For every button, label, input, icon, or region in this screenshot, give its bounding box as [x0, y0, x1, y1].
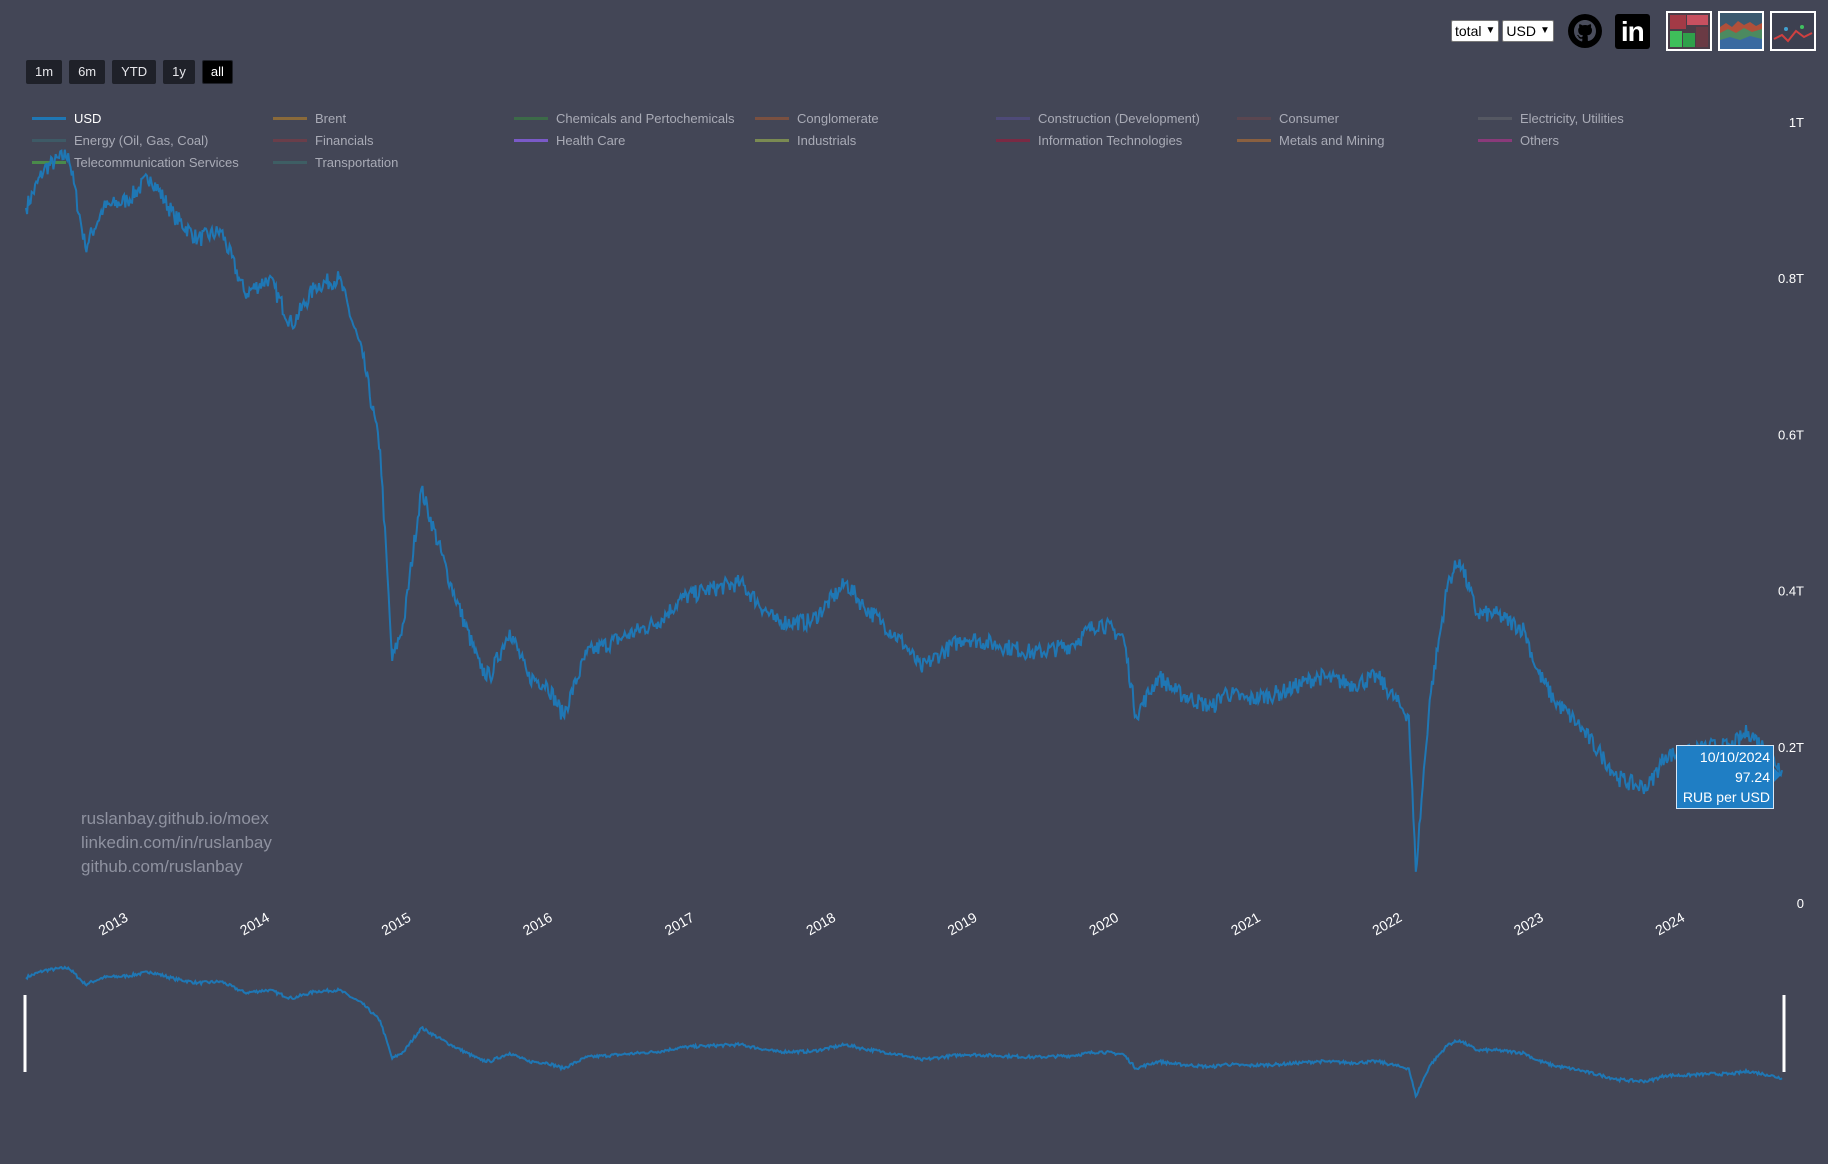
top-controls: total ▼ USD ▼ in: [1451, 11, 1816, 51]
range-button-1y[interactable]: 1y: [163, 60, 195, 84]
range-button-all[interactable]: all: [201, 60, 233, 84]
legend-item[interactable]: Brent: [273, 108, 346, 128]
legend-label: Electricity, Utilities: [1520, 110, 1624, 126]
legend-item[interactable]: Health Care: [514, 130, 625, 150]
y-tick-label: 0.2T: [1778, 740, 1804, 755]
chevron-down-icon: ▼: [1485, 25, 1496, 36]
tooltip-arrow: [1774, 768, 1781, 782]
legend-swatch: [273, 160, 307, 164]
legend-label: Industrials: [797, 132, 857, 148]
x-tick-label: 2023: [1511, 909, 1546, 939]
x-tick-label: 2016: [520, 909, 555, 939]
legend-label: Energy (Oil, Gas, Coal): [74, 132, 209, 148]
currency-select-value: USD: [1506, 23, 1536, 39]
chart-thumbnail-scatter[interactable]: [1769, 11, 1816, 51]
legend-label: Information Technologies: [1038, 132, 1183, 148]
chart-thumbnail-area[interactable]: [1717, 11, 1764, 51]
range-button-1m[interactable]: 1m: [26, 60, 63, 84]
legend-label: Conglomerate: [797, 110, 879, 126]
legend-label: Construction (Development): [1038, 110, 1200, 126]
legend-swatch: [996, 138, 1030, 142]
y-tick-label: 0.4T: [1778, 584, 1804, 599]
tooltip-date: 10/10/2024: [1699, 749, 1770, 765]
y-tick-label: 0: [1797, 896, 1804, 911]
navigator-handle-right[interactable]: [1782, 995, 1786, 1072]
range-button-ytd[interactable]: YTD: [112, 60, 157, 84]
legend-item[interactable]: Transportation: [273, 152, 398, 172]
credit-github: github.com/ruslanbay: [81, 857, 243, 876]
y-tick-label: 0.8T: [1778, 271, 1804, 286]
legend-item[interactable]: Energy (Oil, Gas, Coal): [32, 130, 208, 150]
legend-swatch: [755, 138, 789, 142]
legend-swatch: [755, 116, 789, 120]
credit-site: ruslanbay.github.io/moex: [81, 809, 269, 828]
legend-label: Metals and Mining: [1279, 132, 1385, 148]
x-tick-label: 2017: [662, 909, 697, 939]
series-line-usd[interactable]: [25, 149, 1783, 872]
x-tick-label: 2019: [945, 909, 980, 939]
currency-select[interactable]: USD ▼: [1502, 20, 1554, 42]
chevron-down-icon: ▼: [1539, 25, 1550, 36]
x-tick-label: 2013: [96, 909, 131, 939]
legend-item[interactable]: Financials: [273, 130, 374, 150]
legend-swatch: [32, 138, 66, 142]
y-tick-label: 1T: [1789, 115, 1804, 130]
legend-swatch: [32, 160, 66, 164]
mode-select-value: total: [1455, 23, 1482, 39]
tooltip-value: 97.24: [1734, 769, 1770, 785]
legend-item[interactable]: Electricity, Utilities: [1478, 108, 1624, 128]
legend-item[interactable]: Chemicals and Pertochemicals: [514, 108, 734, 128]
legend-item[interactable]: USD: [32, 108, 101, 128]
x-tick-label: 2024: [1652, 909, 1687, 939]
y-tick-label: 0.6T: [1778, 427, 1804, 442]
x-tick-label: 2014: [237, 909, 272, 939]
legend-item[interactable]: Conglomerate: [755, 108, 879, 128]
legend-label: Consumer: [1279, 110, 1339, 126]
legend-item[interactable]: Industrials: [755, 130, 856, 150]
navigator-handle-left[interactable]: [23, 995, 27, 1072]
x-tick-label: 2015: [378, 909, 413, 939]
github-icon[interactable]: [1567, 13, 1603, 49]
legend-swatch: [1478, 116, 1512, 120]
legend-label: Chemicals and Pertochemicals: [556, 110, 735, 126]
chart-thumbnail-treemap[interactable]: [1665, 11, 1712, 51]
legend-swatch: [996, 116, 1030, 120]
legend-item[interactable]: Consumer: [1237, 108, 1339, 128]
legend-label: Others: [1520, 132, 1560, 148]
legend-swatch: [273, 116, 307, 120]
legend-swatch: [32, 116, 66, 120]
legend-swatch: [1478, 138, 1512, 142]
legend-label: Brent: [315, 110, 347, 126]
legend-label: Financials: [315, 132, 374, 148]
legend-swatch: [514, 138, 548, 142]
legend-item[interactable]: Others: [1478, 130, 1559, 150]
x-tick-label: 2022: [1369, 909, 1404, 939]
legend-item[interactable]: Construction (Development): [996, 108, 1200, 128]
legend-label: Transportation: [315, 154, 399, 170]
legend-item[interactable]: Telecommunication Services: [32, 152, 239, 172]
mode-select[interactable]: total ▼: [1451, 20, 1500, 42]
x-tick-label: 2018: [803, 909, 838, 939]
legend-label: Health Care: [556, 132, 626, 148]
legend-item[interactable]: Metals and Mining: [1237, 130, 1385, 150]
legend-label: Telecommunication Services: [74, 154, 239, 170]
credits: ruslanbay.github.io/moex linkedin.com/in…: [81, 807, 272, 879]
legend-swatch: [514, 116, 548, 120]
legend-swatch: [1237, 116, 1271, 120]
range-button-6m[interactable]: 6m: [69, 60, 106, 84]
credit-linkedin: linkedin.com/in/ruslanbay: [81, 833, 272, 852]
x-tick-label: 2020: [1086, 909, 1121, 939]
legend-item[interactable]: Information Technologies: [996, 130, 1182, 150]
linkedin-icon[interactable]: in: [1614, 13, 1650, 49]
range-selector: 1m 6m YTD 1y all: [26, 60, 233, 84]
legend-swatch: [1237, 138, 1271, 142]
navigator-series-line: [25, 965, 1783, 1099]
legend-label: USD: [74, 110, 102, 126]
tooltip-unit: RUB per USD: [1682, 789, 1770, 805]
hover-tooltip: 10/10/2024 97.24 RUB per USD: [1676, 745, 1774, 809]
x-tick-label: 2021: [1228, 909, 1263, 939]
legend-swatch: [273, 138, 307, 142]
